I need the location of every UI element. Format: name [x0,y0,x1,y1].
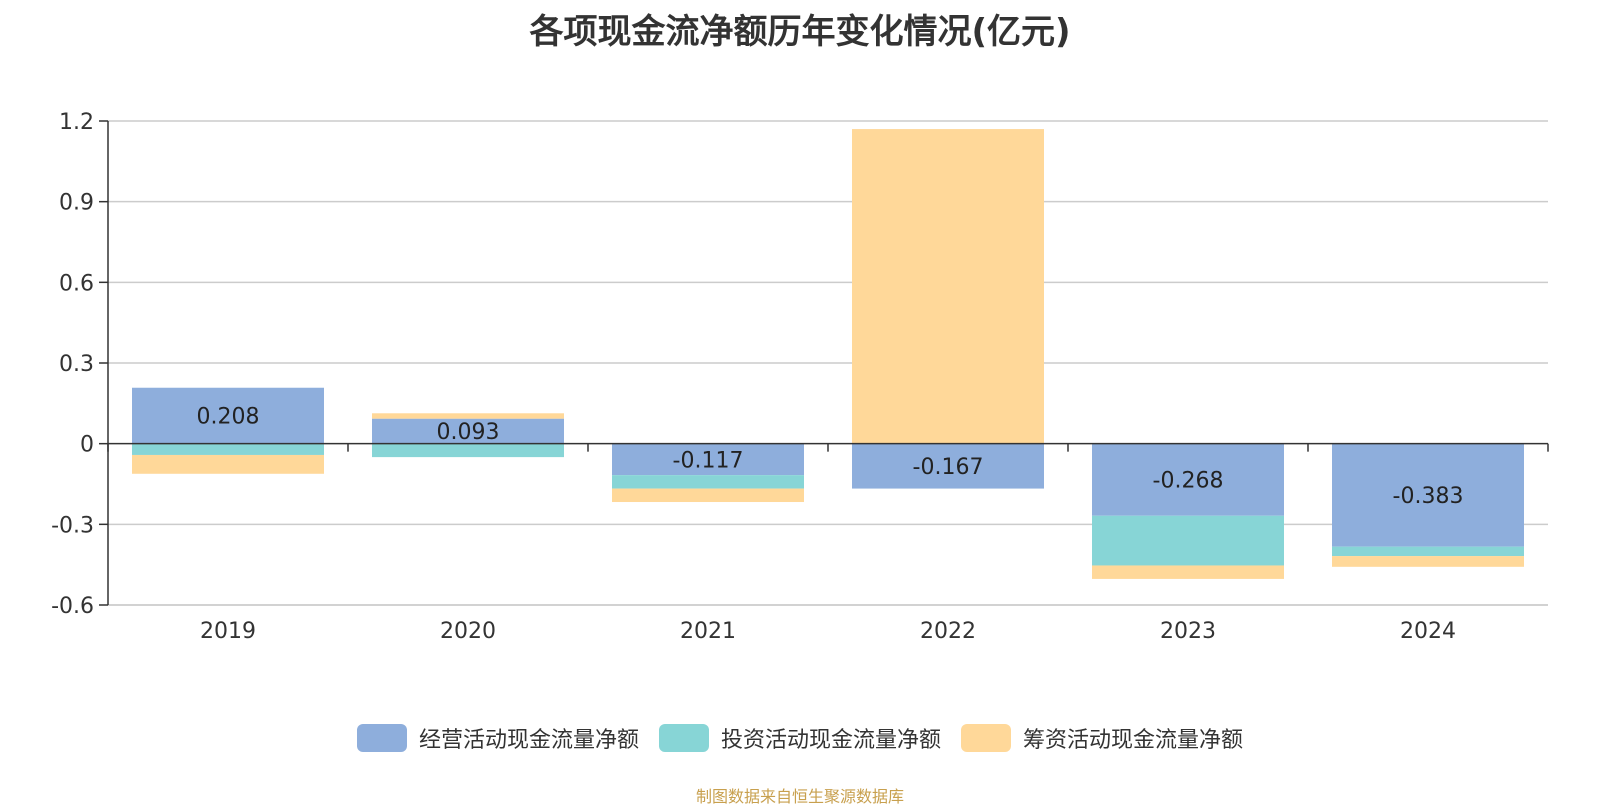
legend-swatch-investing [658,724,709,752]
legend-label-investing: 投资活动现金流量净额 [720,728,941,753]
y-tick-label: -0.6 [51,594,94,619]
source-note: 制图数据来自恒生聚源数据库 [695,787,904,806]
bar-2020-series-2 [372,413,564,419]
x-tick-label: 2022 [920,619,976,644]
bar-2024-series-0 [1332,443,1524,547]
bar-2022-series-0 [852,443,1044,489]
bar-2023-series-0 [1092,443,1284,516]
bar-2023-series-1 [1092,515,1284,566]
bar-2019-series-0 [132,387,324,444]
y-tick-label: 0.3 [59,352,94,377]
legend-swatch-operating [356,724,407,752]
y-tick-label: 0 [80,433,94,458]
label-layer: 2019 2020 2021 2022 2023 2024 0.208 0.093 -0.117… [197,405,1464,644]
y-tick-label: -0.3 [51,513,94,538]
x-tick-label: 2021 [680,619,736,644]
grid-layer [108,120,1548,606]
bar-2020-series-1 [372,443,564,458]
bar-2021-series-0 [612,443,804,476]
bar-2024-series-1 [1332,546,1524,557]
data-label: -0.268 [1153,469,1224,494]
legend: 经营活动现金流量净额 投资活动现金流量净额 筹资活动现金流量净额 [0,722,1600,754]
legend-label-operating: 经营活动现金流量净额 [418,728,639,753]
x-tick-label: 2019 [200,619,256,644]
axis-layer: -0.6 -0.3 0 0.3 0.6 0.9 1.2 [51,110,1549,619]
y-tick-label: 0.9 [59,191,94,216]
legend-label-financing: 筹资活动现金流量净额 [1023,728,1244,753]
bar-layer [132,129,1524,579]
bar-2023-series-2 [1092,565,1284,579]
legend-item-operating[interactable]: 经营活动现金流量净额 [356,722,639,754]
data-label: 0.093 [437,420,500,445]
bar-2019-series-1 [132,443,324,455]
bar-2024-series-2 [1332,556,1524,567]
bar-2022-series-2 [852,129,1044,444]
legend-item-financing[interactable]: 筹资活动现金流量净额 [961,722,1243,754]
data-label: -0.167 [913,455,984,480]
y-tick-label: 1.2 [59,110,94,135]
bar-2019-series-2 [132,454,324,474]
chart-title: 各项现金流净额历年变化情况(亿元) [529,12,1071,52]
data-label: -0.383 [1393,484,1464,509]
data-label: -0.117 [673,448,744,473]
y-tick-label: 0.6 [59,271,94,296]
bar-2021-series-1 [612,475,804,489]
legend-item-investing[interactable]: 投资活动现金流量净额 [658,722,941,754]
x-tick-label: 2020 [440,619,496,644]
legend-swatch-financing [961,724,1011,752]
x-tick-label: 2024 [1400,619,1456,644]
bar-2020-series-0 [372,418,564,444]
data-label: 0.208 [197,405,260,430]
x-tick-label: 2023 [1160,619,1216,644]
bar-2021-series-2 [612,488,804,503]
